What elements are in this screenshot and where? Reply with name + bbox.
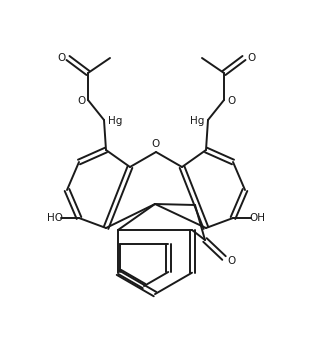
Text: O: O <box>247 53 255 63</box>
Text: O: O <box>57 53 65 63</box>
Text: HO: HO <box>47 213 63 223</box>
Text: O: O <box>227 96 235 106</box>
Text: Hg: Hg <box>108 116 122 126</box>
Text: Hg: Hg <box>190 116 204 126</box>
Text: O: O <box>228 256 236 266</box>
Text: O: O <box>77 96 85 106</box>
Text: OH: OH <box>249 213 265 223</box>
Text: O: O <box>152 139 160 149</box>
